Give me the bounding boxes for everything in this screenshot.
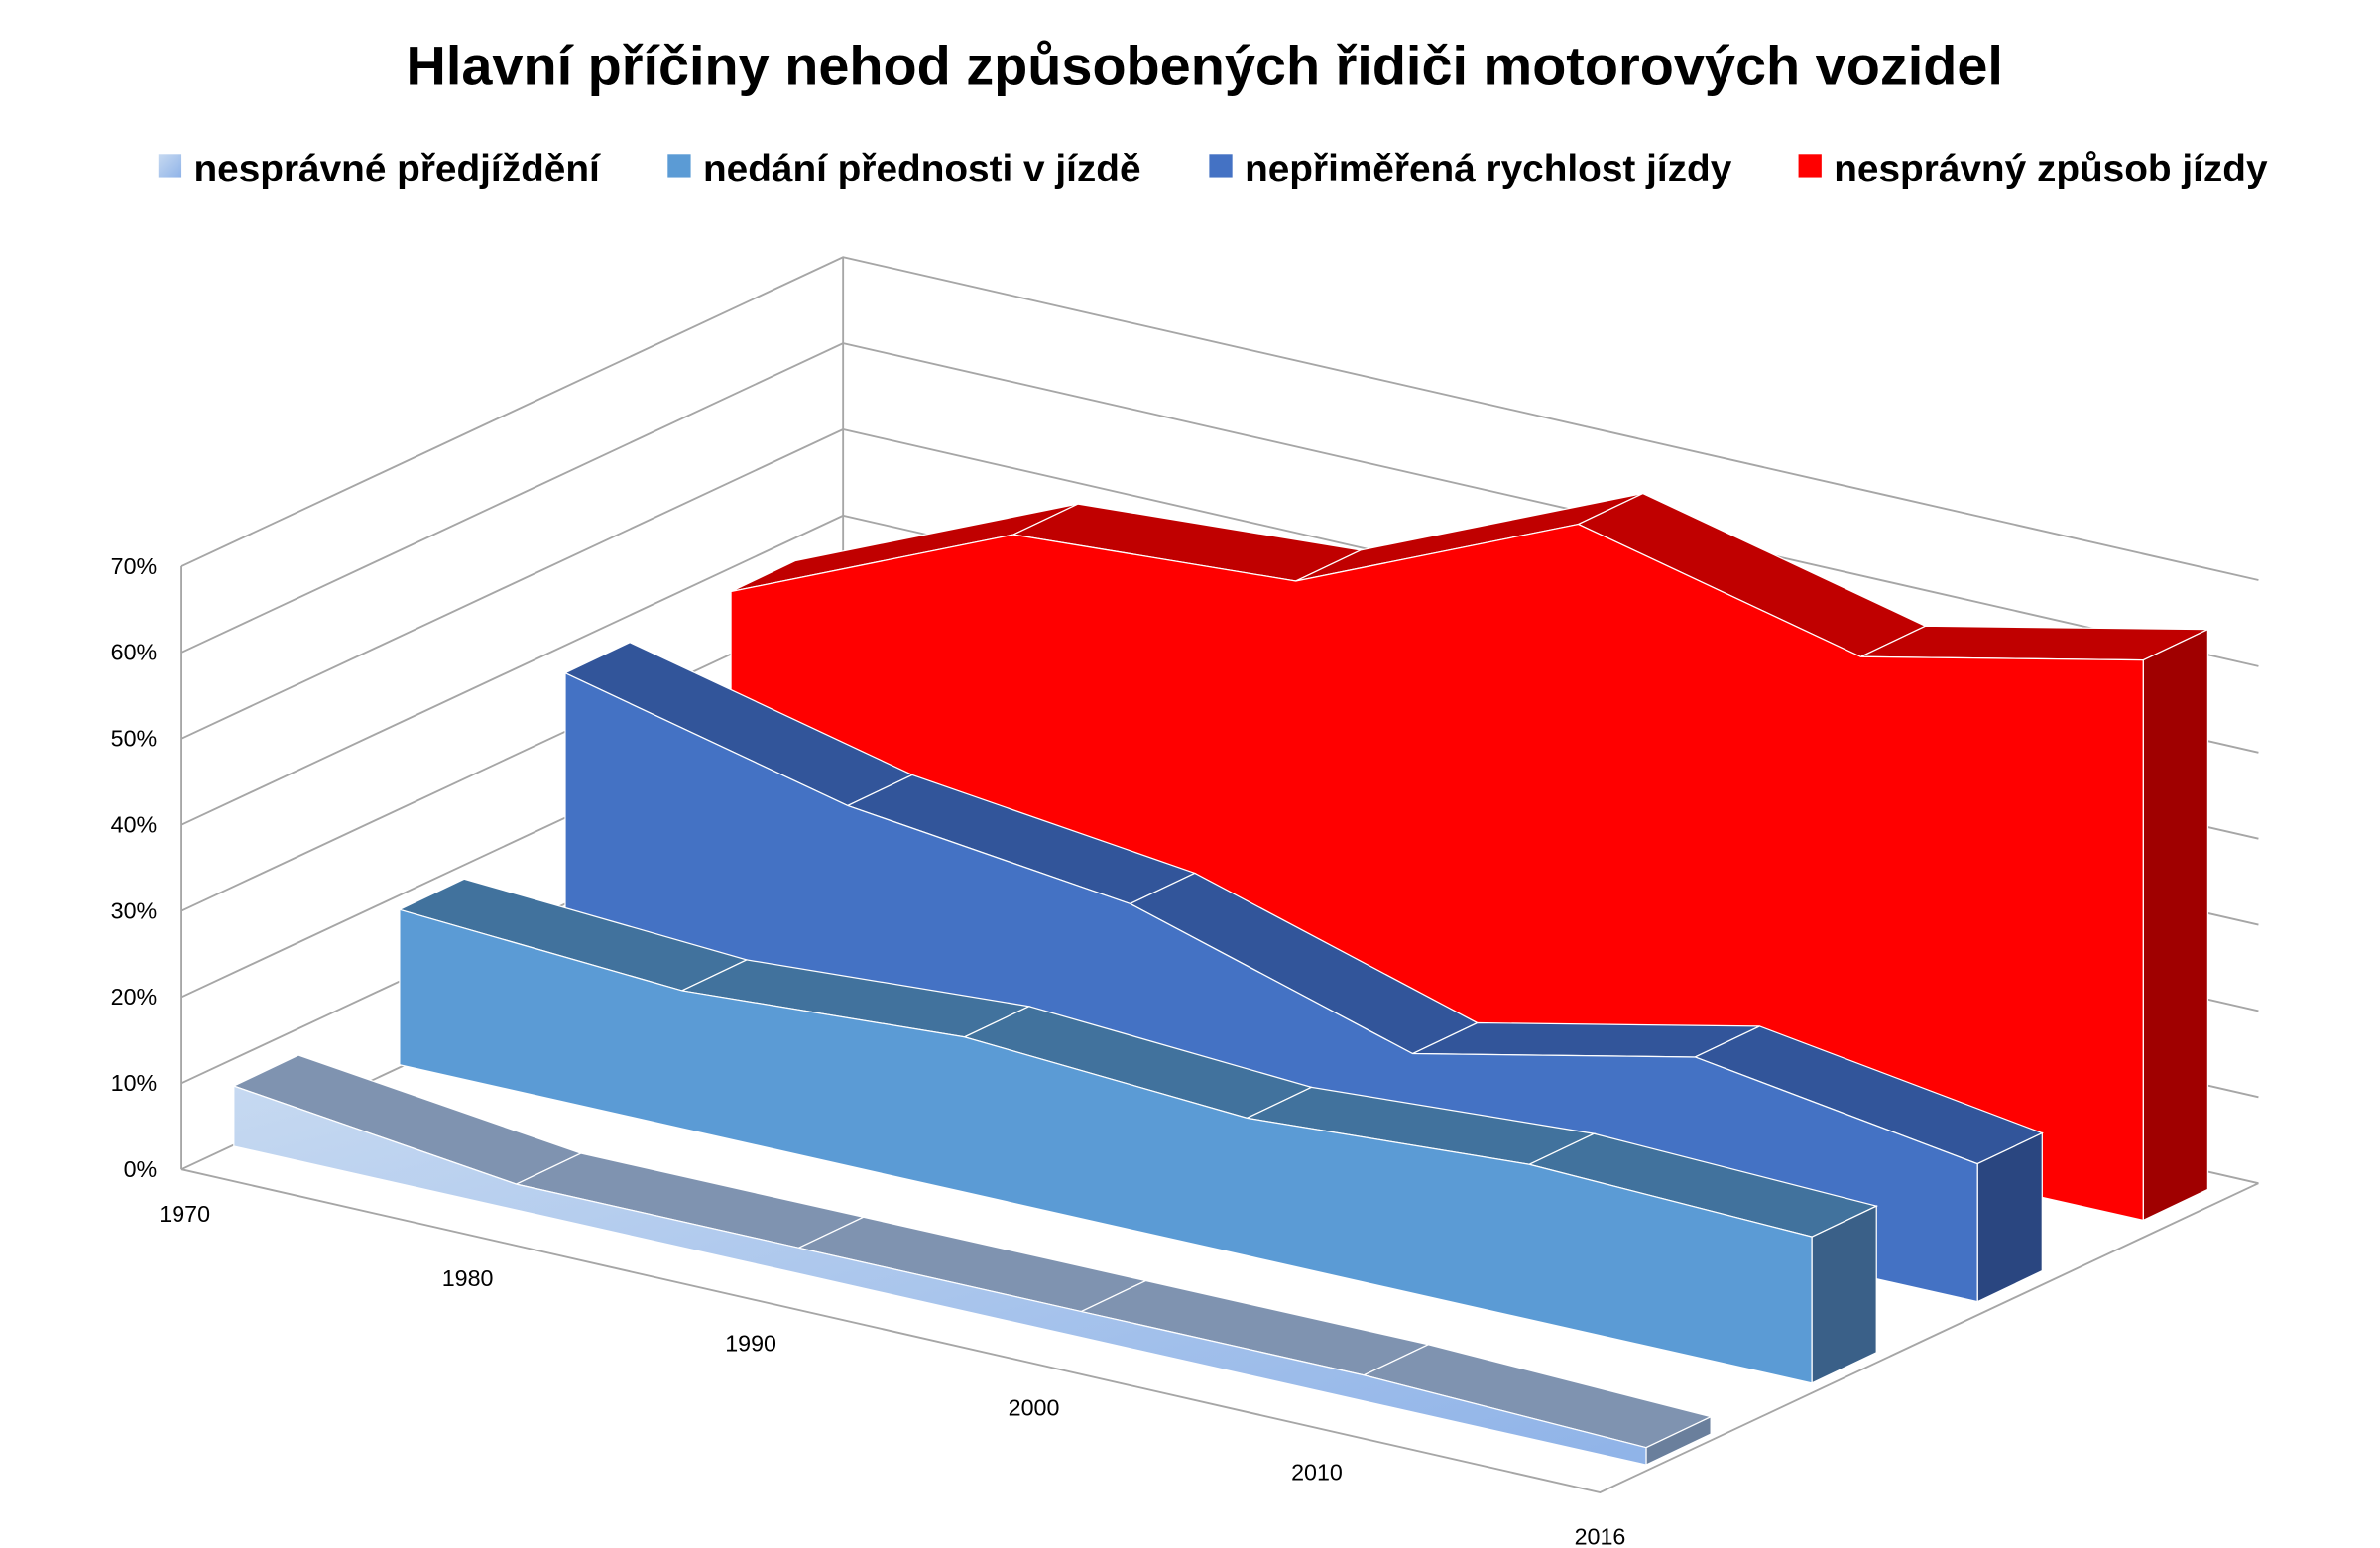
floor-edge bbox=[180, 1168, 2259, 1493]
x-tick-label: 2010 bbox=[1291, 1460, 1343, 1486]
y-tick-label: 60% bbox=[111, 640, 158, 665]
y-tick-label: 70% bbox=[111, 553, 158, 579]
legend-item: nedání přednosti v jízdě bbox=[667, 148, 1141, 190]
series-0 bbox=[232, 1054, 1713, 1467]
y-tick-label: 10% bbox=[111, 1070, 158, 1096]
legend-swatch bbox=[667, 154, 691, 178]
legend: nesprávné předjíždění nedání přednosti v … bbox=[158, 148, 2268, 190]
legend-label: nepřiměřená rychlost jízdy bbox=[1245, 148, 1732, 190]
series-side bbox=[2142, 628, 2209, 1222]
y-tick-label: 0% bbox=[124, 1156, 158, 1182]
x-tick-label: 1970 bbox=[159, 1201, 210, 1227]
y-tick-label: 40% bbox=[111, 811, 158, 837]
legend-label: nedání přednosti v jízdě bbox=[703, 148, 1141, 190]
legend-swatch bbox=[1209, 154, 1233, 178]
legend-item: nepřiměřená rychlost jízdy bbox=[1209, 148, 1732, 190]
series-area bbox=[233, 1085, 1647, 1466]
legend-item: nesprávný způsob jízdy bbox=[1798, 148, 2268, 190]
y-axis: 0% 10% 20% 30% 40% 50% 60% 70% bbox=[111, 553, 158, 1182]
legend-item: nesprávné předjíždění bbox=[158, 148, 601, 190]
legend-label: nesprávný způsob jízdy bbox=[1834, 148, 2268, 190]
chart-title: Hlavní příčiny nehod způsobených řidiči … bbox=[407, 34, 2003, 96]
legend-swatch bbox=[1798, 154, 1822, 178]
x-tick-label: 1980 bbox=[442, 1265, 494, 1291]
plot-area bbox=[232, 492, 2209, 1467]
legend-label: nesprávné předjíždění bbox=[193, 148, 601, 190]
x-tick-label: 2000 bbox=[1009, 1394, 1060, 1420]
y-tick-label: 30% bbox=[111, 897, 158, 923]
y-tick-label: 20% bbox=[111, 984, 158, 1010]
y-tick-label: 50% bbox=[111, 726, 158, 752]
legend-swatch bbox=[158, 154, 182, 178]
series-1 bbox=[398, 878, 1879, 1384]
x-tick-label: 2016 bbox=[1575, 1524, 1626, 1548]
series-side bbox=[1811, 1205, 1877, 1384]
series-area bbox=[399, 908, 1813, 1384]
x-axis: 1970 1980 1990 2000 2010 2016 bbox=[159, 1201, 1625, 1548]
x-tick-label: 1990 bbox=[725, 1330, 776, 1356]
